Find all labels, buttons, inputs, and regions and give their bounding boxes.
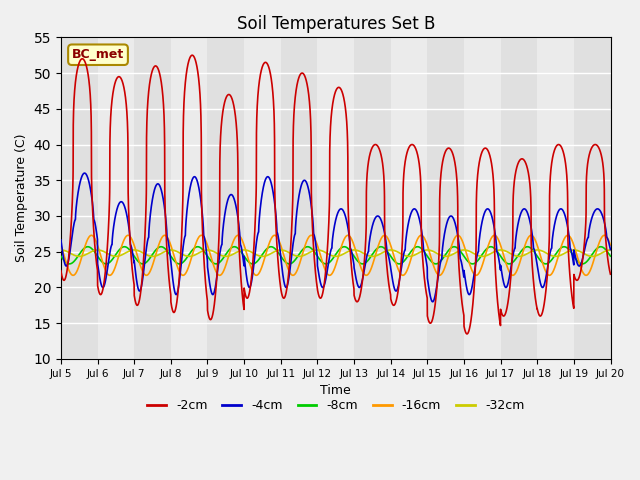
Bar xyxy=(500,37,537,359)
Y-axis label: Soil Temperature (C): Soil Temperature (C) xyxy=(15,134,28,263)
Bar xyxy=(464,37,500,359)
Title: Soil Temperatures Set B: Soil Temperatures Set B xyxy=(237,15,435,33)
Bar xyxy=(207,37,244,359)
Bar xyxy=(61,37,97,359)
Bar xyxy=(537,37,574,359)
Bar xyxy=(428,37,464,359)
Bar xyxy=(574,37,611,359)
Bar xyxy=(97,37,134,359)
Text: BC_met: BC_met xyxy=(72,48,124,61)
Legend: -2cm, -4cm, -8cm, -16cm, -32cm: -2cm, -4cm, -8cm, -16cm, -32cm xyxy=(142,394,529,417)
Bar xyxy=(390,37,428,359)
X-axis label: Time: Time xyxy=(321,384,351,397)
Bar xyxy=(354,37,390,359)
Bar xyxy=(281,37,317,359)
Bar xyxy=(134,37,171,359)
Bar xyxy=(317,37,354,359)
Bar xyxy=(244,37,281,359)
Bar xyxy=(171,37,207,359)
